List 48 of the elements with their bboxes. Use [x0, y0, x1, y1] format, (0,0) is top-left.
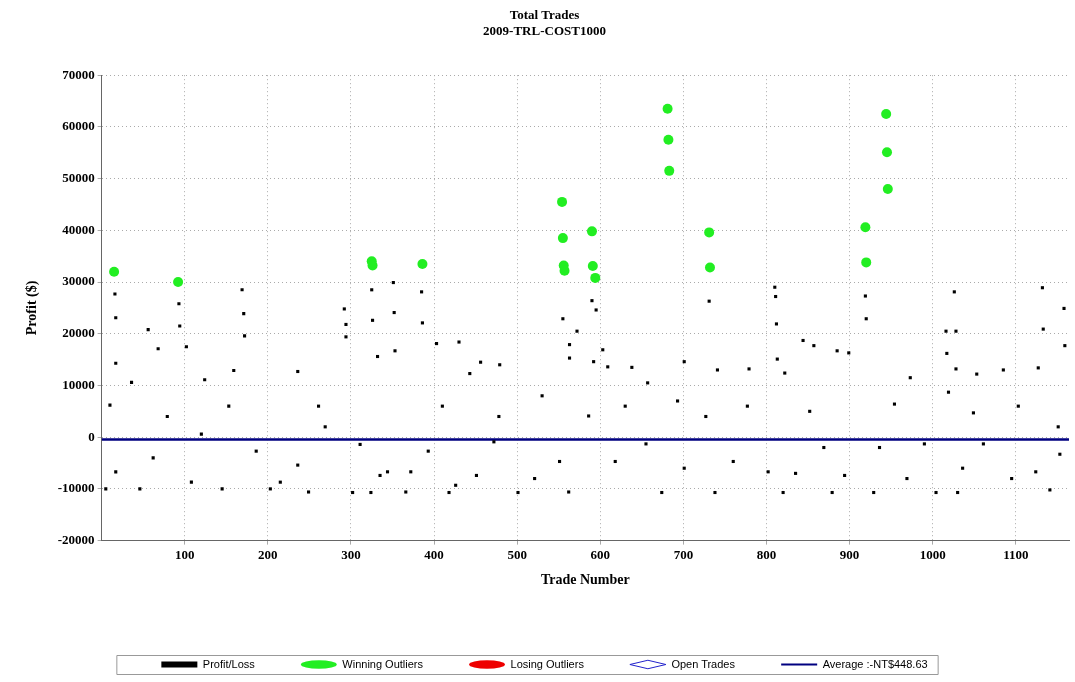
point [173, 277, 184, 288]
y-tick-label: 50000 [62, 169, 95, 185]
point [861, 257, 872, 268]
point [557, 196, 568, 207]
point [663, 134, 674, 145]
y-tick-label: -10000 [57, 480, 95, 496]
point [704, 262, 715, 273]
point [664, 165, 675, 176]
legend-label: Average :-NT$448.63 [822, 657, 928, 670]
y-tick-label: 0 [88, 428, 95, 444]
point [587, 261, 598, 272]
y-axis-title: Profit ($) [24, 280, 41, 336]
x-tick-label: 1000 [919, 546, 946, 562]
legend-label: Winning Outliers [342, 657, 424, 670]
point [109, 266, 120, 277]
point [557, 233, 568, 244]
y-tick-label: -20000 [57, 531, 95, 547]
chart-subtitle: 2009-TRL-COST1000 [483, 22, 606, 38]
point [662, 103, 673, 114]
y-tick-label: 70000 [62, 66, 95, 82]
x-tick-label: 600 [590, 546, 611, 562]
chart-title: Total Trades [509, 7, 580, 23]
x-tick-label: 700 [673, 546, 694, 562]
x-tick-label: 200 [258, 546, 278, 562]
x-tick-label: 1100 [1003, 546, 1029, 562]
point [882, 147, 892, 158]
point [860, 222, 871, 233]
point [704, 227, 715, 238]
y-tick-label: 20000 [62, 325, 95, 341]
x-tick-label: 500 [507, 546, 527, 562]
x-tick-label: 900 [839, 546, 860, 562]
point [882, 183, 893, 194]
x-tick-label: 800 [756, 546, 777, 562]
point [590, 272, 601, 283]
y-tick-label: 30000 [62, 273, 95, 289]
point [417, 258, 428, 269]
legend-label: Profit/Loss [202, 657, 256, 670]
x-tick-label: 300 [341, 546, 361, 562]
legend-label: Open Trades [671, 657, 736, 670]
x-tick-label: 100 [174, 546, 195, 562]
y-tick-label: 40000 [62, 221, 95, 237]
x-axis-title: Trade Number [540, 572, 630, 588]
legend-label: Losing Outliers [510, 657, 585, 670]
point [881, 108, 892, 119]
point [586, 226, 597, 237]
y-tick-label: 10000 [62, 376, 95, 392]
x-tick-label: 400 [424, 546, 444, 562]
y-tick-label: 60000 [62, 118, 95, 134]
